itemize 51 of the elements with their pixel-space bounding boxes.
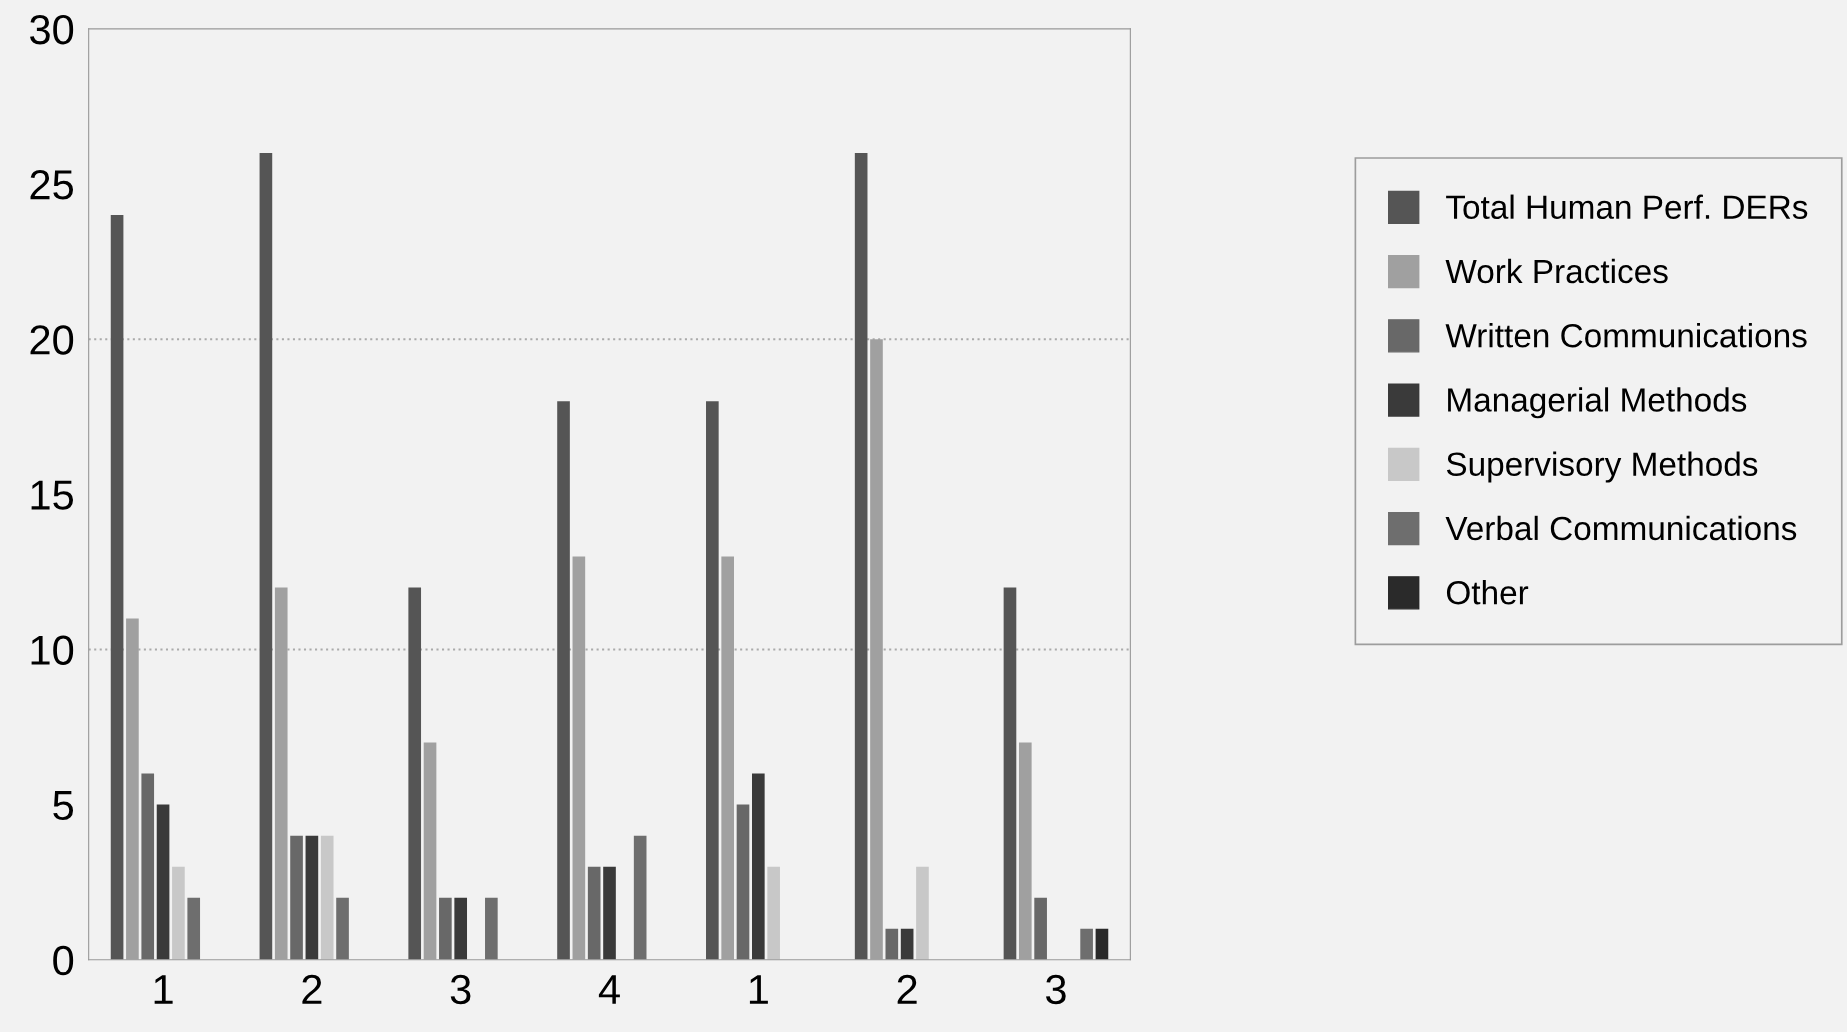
legend-label: Verbal Communications: [1445, 515, 1797, 541]
x-tick-label: 3: [450, 974, 471, 1005]
y-tick-label: 15: [31, 480, 74, 510]
bar: [259, 153, 273, 960]
bar: [557, 401, 570, 960]
bar: [1080, 928, 1093, 960]
bar: [587, 866, 601, 960]
bar: [172, 866, 185, 960]
legend-label: Work Practices: [1445, 258, 1668, 284]
bar: [305, 835, 319, 960]
bar: [408, 587, 422, 960]
x-tick-label: 2: [897, 974, 917, 1004]
bar: [141, 773, 155, 960]
bar: [752, 773, 765, 960]
bar: [900, 928, 914, 960]
x-tick-label: 1: [154, 975, 173, 1004]
x-tick-label: 1: [749, 975, 768, 1004]
legend-label: Written Communications: [1445, 323, 1807, 348]
x-tick-label: 3: [1045, 974, 1066, 1005]
bar: [767, 866, 780, 960]
bar: [1034, 897, 1047, 960]
y-tick-label: 20: [30, 325, 74, 355]
x-tick-label: 4: [598, 975, 620, 1004]
bar: [320, 835, 334, 960]
legend-label: Total Human Perf. DERs: [1446, 194, 1808, 220]
legend-label: Managerial Methods: [1448, 387, 1747, 419]
bar: [485, 897, 498, 960]
bar: [854, 153, 868, 960]
bar: [706, 401, 719, 960]
bar: [1095, 928, 1109, 960]
bar: [736, 804, 750, 960]
y-tick-label: 25: [30, 170, 74, 200]
x-tick-label: 2: [302, 974, 322, 1004]
bar: [110, 215, 124, 960]
bar: [633, 835, 647, 960]
legend-label: Other: [1446, 580, 1529, 605]
bar: [603, 866, 616, 960]
bar: [1003, 587, 1017, 960]
bar: [454, 897, 468, 960]
bar: [885, 928, 899, 960]
bar: [336, 897, 349, 960]
bar: [439, 897, 452, 960]
bar: [187, 897, 201, 960]
legend-label: Supervisory Methods: [1446, 451, 1758, 483]
y-tick-label: 5: [53, 791, 74, 821]
bar: [156, 804, 170, 960]
y-tick-label: 10: [31, 635, 74, 665]
y-tick-label: 0: [53, 945, 74, 976]
bar: [290, 835, 303, 960]
bar: [916, 866, 929, 960]
y-tick-label: 30: [30, 14, 74, 45]
